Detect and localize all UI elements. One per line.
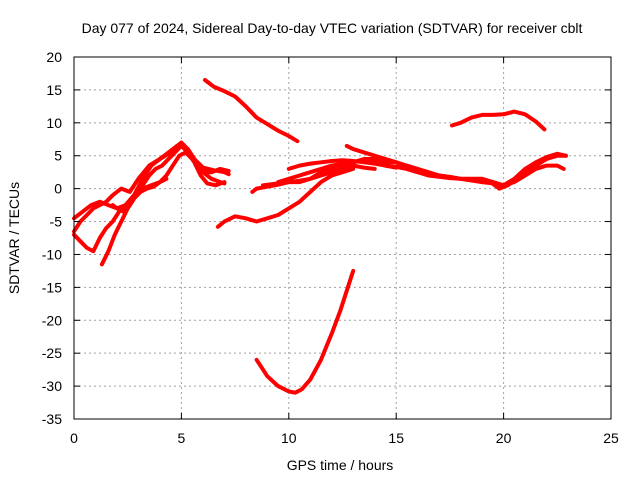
x-tick-label: 0 bbox=[70, 430, 78, 446]
series-arc-4 bbox=[99, 150, 231, 267]
y-tick-label: -30 bbox=[42, 378, 62, 394]
y-tick-label: -25 bbox=[42, 345, 62, 361]
series-arc-10 bbox=[286, 158, 399, 171]
y-tick-label: 20 bbox=[46, 49, 62, 65]
chart-title: Day 077 of 2024, Sidereal Day-to-day VTE… bbox=[82, 20, 583, 36]
series-arc-5 bbox=[110, 143, 227, 214]
data-series-group bbox=[72, 78, 568, 395]
y-axis-label: SDTVAR / TECUs bbox=[6, 182, 22, 294]
y-tick-label: 5 bbox=[54, 148, 62, 164]
axis-ticks: 0 5 10 15 20 25 20 15 10 5 0 -5 -10 -15 -20 -25 -30 -35 bbox=[42, 49, 619, 446]
series-arc-7 bbox=[215, 166, 356, 229]
x-tick-label: 10 bbox=[281, 430, 297, 446]
y-tick-label: -20 bbox=[42, 312, 62, 328]
x-axis-label: GPS time / hours bbox=[287, 457, 394, 473]
x-tick-label: 15 bbox=[388, 430, 404, 446]
y-tick-label: 0 bbox=[54, 181, 62, 197]
y-tick-label: -35 bbox=[42, 411, 62, 427]
grid bbox=[74, 57, 611, 419]
series-arc-11 bbox=[261, 163, 377, 188]
y-tick-label: -5 bbox=[50, 214, 63, 230]
series-arc-6 bbox=[203, 78, 300, 144]
plot-frame bbox=[73, 56, 612, 420]
series-arc-13 bbox=[254, 268, 356, 395]
x-tick-label: 20 bbox=[496, 430, 512, 446]
y-tick-label: -15 bbox=[42, 279, 62, 295]
x-tick-label: 5 bbox=[178, 430, 186, 446]
x-tick-label: 25 bbox=[603, 430, 619, 446]
y-tick-label: 10 bbox=[46, 115, 62, 131]
y-tick-label: -10 bbox=[42, 246, 62, 262]
series-arc-12 bbox=[344, 143, 568, 188]
y-tick-label: 15 bbox=[46, 82, 62, 98]
series-arc-14 bbox=[450, 109, 547, 132]
